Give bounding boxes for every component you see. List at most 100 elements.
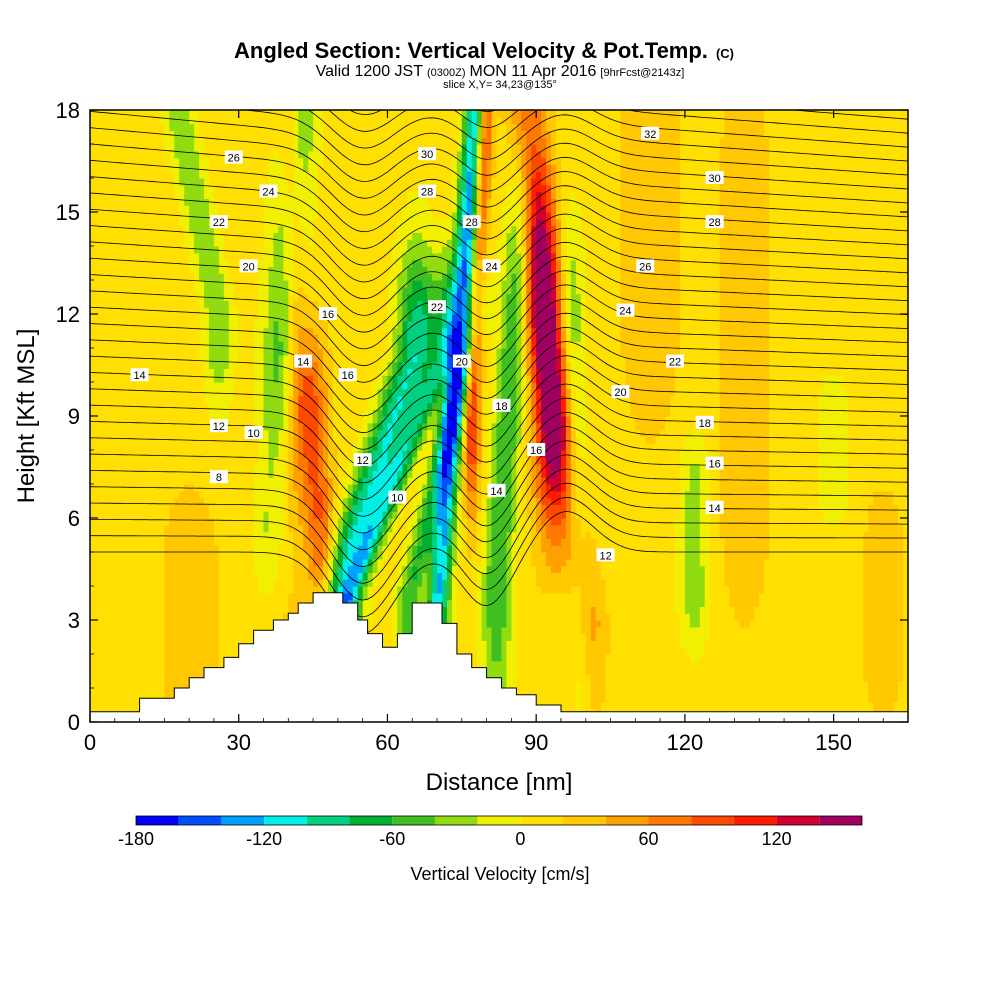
velocity-cell bbox=[541, 395, 562, 403]
velocity-cell bbox=[560, 484, 567, 492]
velocity-cell bbox=[551, 497, 562, 505]
terrain-mask bbox=[89, 592, 909, 723]
velocity-cell bbox=[218, 633, 275, 641]
velocity-cell bbox=[402, 504, 413, 512]
velocity-cell bbox=[481, 252, 488, 261]
velocity-cell bbox=[551, 232, 557, 240]
velocity-cell bbox=[481, 375, 488, 383]
velocity-cell bbox=[521, 531, 532, 539]
velocity-cell bbox=[347, 552, 354, 560]
velocity-cell bbox=[471, 552, 483, 560]
velocity-cell bbox=[575, 388, 587, 397]
velocity-cell bbox=[352, 531, 364, 539]
velocity-cell bbox=[546, 239, 552, 247]
contour-label-text: 28 bbox=[421, 187, 433, 199]
velocity-cell bbox=[412, 484, 418, 492]
velocity-cell bbox=[263, 327, 275, 335]
velocity-cell bbox=[719, 504, 770, 512]
velocity-cell bbox=[565, 368, 572, 376]
velocity-cell bbox=[377, 545, 384, 553]
velocity-cell bbox=[466, 524, 478, 533]
velocity-cell bbox=[481, 198, 488, 206]
velocity-cell bbox=[476, 511, 483, 519]
velocity-cell bbox=[526, 259, 532, 267]
velocity-cell bbox=[451, 327, 463, 335]
velocity-cell bbox=[437, 477, 443, 485]
velocity-cell bbox=[323, 572, 329, 580]
velocity-cell bbox=[382, 545, 389, 553]
velocity-cell bbox=[441, 586, 448, 594]
velocity-cell bbox=[432, 395, 438, 403]
velocity-cell bbox=[327, 586, 334, 594]
velocity-cell bbox=[412, 307, 423, 315]
velocity-cell bbox=[506, 599, 512, 607]
velocity-cell bbox=[337, 470, 349, 478]
velocity-cell bbox=[556, 218, 562, 227]
velocity-cell bbox=[441, 361, 448, 369]
velocity-cell bbox=[531, 552, 547, 560]
velocity-cell bbox=[461, 123, 468, 131]
velocity-cell bbox=[397, 511, 403, 519]
velocity-cell bbox=[585, 361, 627, 369]
velocity-cell bbox=[347, 565, 364, 573]
velocity-cell bbox=[253, 327, 265, 335]
velocity-cell bbox=[456, 178, 463, 186]
velocity-cell bbox=[516, 443, 522, 451]
velocity-cell bbox=[253, 504, 284, 512]
velocity-cell bbox=[437, 416, 443, 424]
velocity-cell bbox=[476, 246, 488, 254]
velocity-cell bbox=[719, 232, 770, 240]
velocity-cell bbox=[253, 334, 265, 342]
velocity-cell bbox=[461, 348, 468, 356]
velocity-cell bbox=[521, 443, 527, 451]
theta-contour-line bbox=[90, 0, 908, 35]
velocity-cell bbox=[377, 524, 384, 533]
velocity-cell bbox=[362, 599, 374, 607]
velocity-cell bbox=[263, 361, 275, 369]
velocity-cell bbox=[536, 429, 542, 437]
velocity-cell bbox=[575, 688, 582, 696]
velocity-cell bbox=[318, 579, 324, 587]
velocity-cell bbox=[437, 354, 443, 363]
velocity-cell bbox=[565, 524, 572, 533]
velocity-cell bbox=[194, 280, 205, 288]
velocity-cell bbox=[456, 436, 463, 444]
velocity-cell bbox=[253, 552, 279, 560]
velocity-cell bbox=[427, 320, 443, 329]
velocity-cell bbox=[407, 327, 428, 335]
velocity-cell bbox=[446, 341, 453, 349]
velocity-cell bbox=[491, 450, 498, 458]
velocity-cell bbox=[283, 375, 289, 383]
velocity-cell bbox=[516, 633, 587, 641]
velocity-cell bbox=[481, 348, 488, 356]
velocity-cell bbox=[679, 620, 691, 628]
velocity-cell bbox=[476, 484, 483, 492]
velocity-cell bbox=[456, 402, 463, 410]
velocity-cell bbox=[427, 409, 433, 417]
theta-contour-label: 12 bbox=[209, 419, 228, 433]
velocity-cell bbox=[536, 518, 542, 526]
velocity-cell bbox=[506, 307, 517, 315]
velocity-cell bbox=[392, 266, 403, 274]
velocity-cell bbox=[674, 586, 686, 594]
velocity-cell bbox=[303, 470, 309, 478]
velocity-cell bbox=[461, 436, 468, 444]
velocity-cell bbox=[486, 402, 498, 410]
velocity-cell bbox=[679, 280, 721, 288]
velocity-cell bbox=[90, 348, 200, 356]
velocity-cell bbox=[605, 606, 676, 614]
velocity-cell bbox=[536, 334, 557, 342]
velocity-cell bbox=[496, 409, 503, 417]
velocity-cell bbox=[258, 450, 270, 458]
velocity-cell bbox=[501, 205, 522, 213]
velocity-cell bbox=[313, 511, 324, 519]
velocity-cell bbox=[308, 552, 314, 560]
velocity-cell bbox=[318, 429, 324, 437]
velocity-cell bbox=[575, 504, 681, 512]
velocity-cell bbox=[392, 606, 398, 614]
velocity-cell bbox=[283, 456, 289, 465]
velocity-cell bbox=[392, 416, 398, 424]
velocity-cell bbox=[397, 334, 403, 342]
velocity-cell bbox=[213, 538, 255, 546]
chart-subtitle-slice: slice X,Y= 34,23@135° bbox=[443, 79, 557, 91]
